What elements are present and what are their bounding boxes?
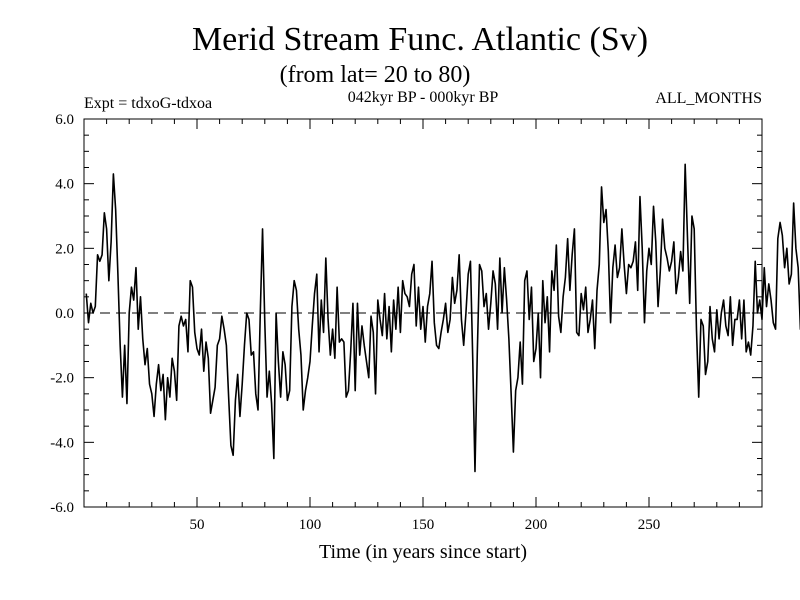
y-tick-label: 2.0 xyxy=(55,241,74,257)
y-tick-label: -6.0 xyxy=(50,500,74,516)
y-tick-label: -4.0 xyxy=(50,435,74,451)
header-right-label: ALL_MONTHS xyxy=(655,90,762,107)
y-tick-label: -2.0 xyxy=(50,371,74,387)
y-tick-label: 6.0 xyxy=(55,112,74,128)
axes-group: 50 100 150 200 250 -6.0 -4.0 -2.0 0.0 2.0 4.0 6.0 xyxy=(50,112,762,533)
x-tick-label: 250 xyxy=(638,517,661,533)
series-group xyxy=(85,163,800,473)
x-tick-label: 150 xyxy=(412,517,435,533)
x-tick-label: 50 xyxy=(190,517,205,533)
x-tick-label: 100 xyxy=(299,517,322,533)
header-left-label: Expt = tdxoG-tdxoa xyxy=(84,95,212,112)
y-tick-label: 4.0 xyxy=(55,177,74,193)
series-line xyxy=(85,163,800,473)
x-axis-label: Time (in years since start) xyxy=(319,541,527,563)
chart-title: Merid Stream Func. Atlantic (Sv) xyxy=(192,21,648,58)
header-center-label: 042kyr BP - 000kyr BP xyxy=(348,89,499,106)
chart-subtitle: (from lat= 20 to 80) xyxy=(280,62,471,88)
x-tick-label: 200 xyxy=(525,517,548,533)
plot-frame xyxy=(83,118,763,508)
y-tick-label: 0.0 xyxy=(55,306,74,322)
